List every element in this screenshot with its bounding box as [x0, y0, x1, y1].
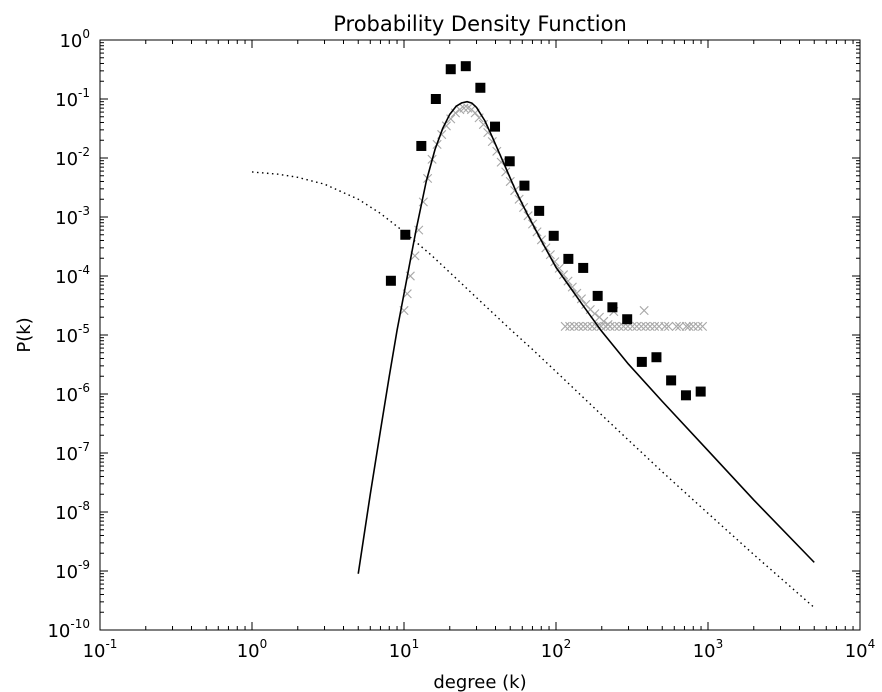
square-marker: [636, 356, 647, 367]
x-marker: [636, 321, 646, 331]
square-marker: [651, 352, 662, 363]
x-marker: [590, 309, 600, 319]
y-axis-label: P(k): [14, 317, 35, 352]
x-marker: [671, 321, 682, 331]
x-marker: [572, 288, 582, 298]
x-marker: [563, 276, 573, 286]
x-marker: [478, 119, 488, 130]
plot-area: [100, 40, 860, 630]
x-marker: [560, 321, 570, 331]
fit-line-solid: [357, 100, 815, 574]
x-marker: [574, 321, 584, 331]
x-marker: [459, 103, 469, 113]
square-marker: [445, 64, 456, 75]
y-tick-label: 10-10: [47, 617, 90, 642]
x-marker: [684, 321, 694, 331]
x-marker: [446, 114, 456, 124]
x-marker: [660, 321, 670, 331]
x-marker: [605, 321, 615, 331]
square-marker: [607, 302, 618, 313]
x-marker: [441, 121, 451, 131]
x-marker: [645, 321, 655, 331]
square-marker: [475, 82, 486, 93]
x-marker: [596, 321, 606, 331]
x-marker: [681, 321, 691, 331]
y-tick-label: 10-5: [55, 322, 90, 347]
x-marker: [697, 321, 708, 331]
square-marker: [548, 230, 559, 241]
square-marker: [385, 275, 396, 286]
square-marker: [695, 386, 706, 397]
x-tick-label: 100: [237, 637, 268, 662]
y-tick-label: 10-2: [55, 145, 90, 170]
x-marker: [578, 321, 588, 331]
x-marker: [614, 321, 624, 331]
square-marker: [504, 156, 515, 167]
square-marker: [490, 121, 501, 132]
x-marker: [418, 197, 428, 207]
x-marker: [601, 321, 611, 331]
square-marker: [400, 229, 411, 240]
square-marker: [680, 390, 691, 401]
x-marker: [565, 321, 575, 331]
x-marker: [688, 321, 698, 331]
x-marker: [569, 321, 579, 331]
square-marker: [519, 180, 530, 191]
square-marker: [416, 140, 427, 151]
square-marker: [578, 262, 589, 273]
square-marker: [666, 375, 677, 386]
square-marker: [460, 61, 471, 72]
x-marker: [693, 321, 703, 331]
x-axis-label: degree (k): [433, 672, 526, 692]
x-marker: [599, 316, 609, 326]
square-marker: [534, 205, 545, 216]
axis-layer: 10-1 100 101 102 103 10410010-110-210-310-410…: [47, 27, 875, 662]
x-marker: [567, 282, 577, 292]
x-marker: [632, 321, 642, 331]
x-marker: [554, 263, 564, 273]
x-marker: [610, 321, 620, 331]
x-marker: [576, 294, 587, 304]
x-marker: [639, 305, 649, 316]
square-marker: [592, 290, 603, 301]
x-marker: [641, 321, 651, 331]
x-marker: [674, 321, 685, 331]
chart-title: Probability Density Function: [333, 12, 627, 36]
x-marker: [582, 321, 593, 331]
x-marker: [649, 321, 660, 331]
x-tick-label: 101: [389, 637, 420, 662]
square-marker: [430, 94, 441, 104]
square-marker: [563, 253, 574, 264]
series-layer: [251, 61, 815, 609]
x-marker: [587, 321, 597, 331]
x-marker: [663, 321, 674, 331]
x-marker: [558, 270, 569, 280]
square-marker: [622, 314, 633, 325]
fit-line-dotted: [251, 171, 815, 609]
